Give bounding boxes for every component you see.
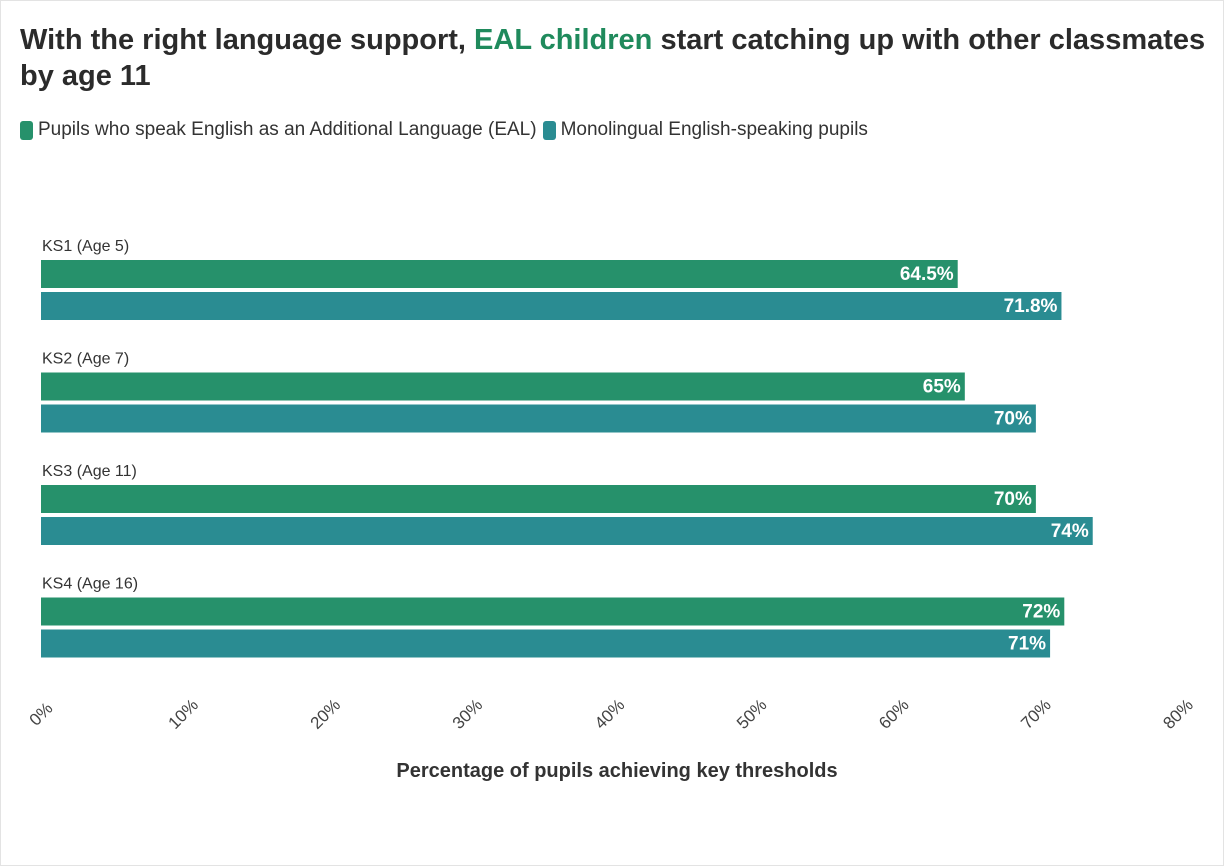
bar [41, 485, 1036, 513]
legend-label-eal: Pupils who speak English as an Additiona… [38, 119, 537, 140]
x-tick-label: 70% [1017, 695, 1054, 732]
legend-item-monolingual: Monolingual English-speaking pupils [542, 119, 868, 141]
bar [41, 597, 1065, 626]
data-label: 65% [923, 377, 961, 398]
legend-swatch-eal [20, 120, 33, 140]
category-label: KS1 (Age 5) [42, 238, 129, 255]
legend-swatch-monolingual [542, 120, 556, 140]
title-part2: start catching up with other classmates … [20, 24, 1206, 92]
bar [41, 629, 1051, 658]
bar [41, 292, 1062, 320]
category-label: KS2 (Age 7) [42, 351, 129, 368]
x-tick-label: 10% [164, 695, 201, 732]
title-highlight: EAL children [474, 24, 653, 56]
data-label: 70% [994, 489, 1032, 510]
legend: Pupils who speak English as an Additiona… [20, 119, 874, 141]
data-label: 64.5% [900, 264, 954, 285]
legend-label-monolingual: Monolingual English-speaking pupils [560, 119, 868, 140]
data-label: 70% [994, 409, 1032, 430]
category-label: KS3 (Age 11) [42, 463, 137, 480]
data-label: 72% [1022, 602, 1060, 623]
bar [41, 372, 965, 401]
x-axis-label: Percentage of pupils achieving key thres… [396, 760, 838, 782]
bar [41, 260, 958, 288]
bar [41, 517, 1093, 545]
data-label: 71.8% [1004, 296, 1058, 317]
x-tick-label: 40% [591, 695, 628, 732]
title-part1: With the right language support, [20, 24, 475, 56]
x-tick-label: 60% [875, 695, 912, 732]
x-tick-label: 50% [733, 695, 770, 732]
bar [41, 404, 1036, 433]
category-label: KS4 (Age 16) [42, 576, 138, 593]
x-tick-label: 80% [1159, 695, 1196, 732]
x-tick-label: 0% [26, 699, 57, 730]
legend-item-eal: Pupils who speak English as an Additiona… [20, 119, 537, 141]
data-label: 71% [1008, 634, 1046, 655]
chart-title: With the right language support, EAL chi… [20, 22, 1210, 94]
x-tick-label: 30% [449, 695, 486, 732]
x-tick-label: 20% [307, 695, 344, 732]
data-label: 74% [1051, 521, 1089, 542]
